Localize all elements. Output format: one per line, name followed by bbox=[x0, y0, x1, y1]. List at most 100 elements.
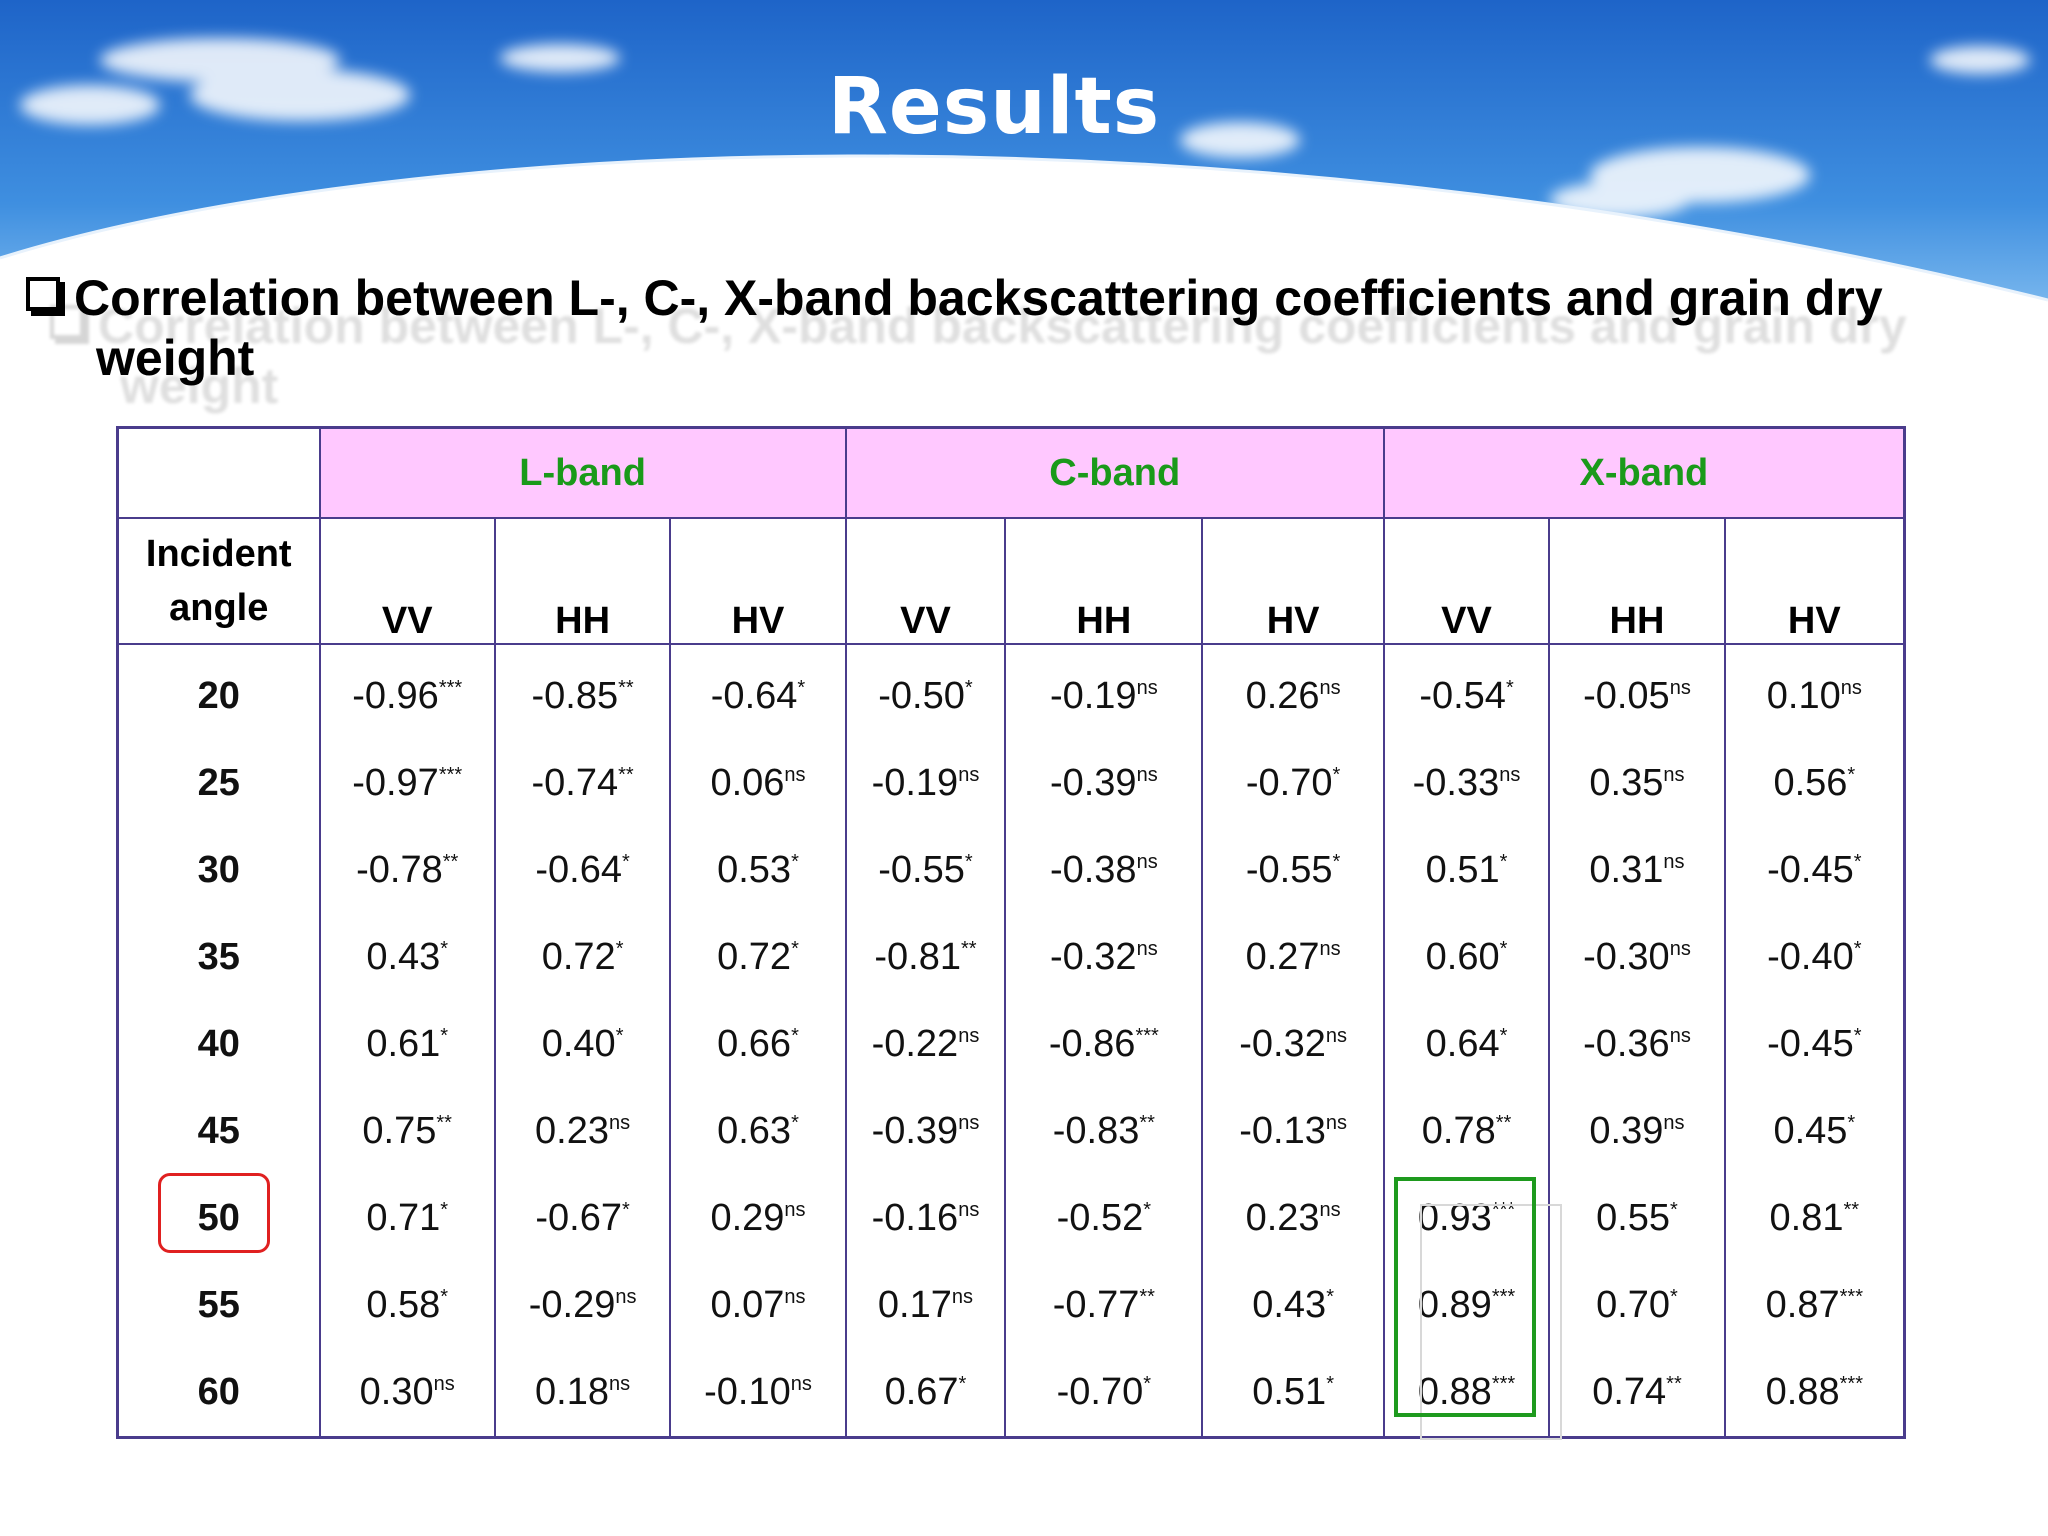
incident-angle-cell: 40 bbox=[116, 1001, 321, 1088]
value-cell-l-vv: 0.58* bbox=[318, 1262, 496, 1349]
correlation-value: 0.26 bbox=[1245, 675, 1320, 717]
significance-marker: * bbox=[1853, 938, 1862, 960]
pol-header-l-hv: HV bbox=[669, 518, 847, 645]
significance-marker: ns bbox=[958, 1025, 980, 1047]
value-cell-l-hh: 0.23ns bbox=[493, 1088, 672, 1175]
significance-marker: * bbox=[1847, 1112, 1856, 1134]
value-cell-c-hh: -0.83** bbox=[1004, 1088, 1204, 1175]
value-cell-c-hv: -0.32ns bbox=[1201, 1001, 1385, 1088]
x-band-vv-highlight-box bbox=[1394, 1177, 1536, 1417]
correlation-value: -0.16 bbox=[871, 1197, 959, 1239]
correlation-value: -0.55 bbox=[1245, 849, 1333, 891]
correlation-value: -0.96 bbox=[352, 675, 439, 717]
value-cell-x-hh: 0.70* bbox=[1548, 1262, 1726, 1349]
value-cell-c-vv: 0.17ns bbox=[844, 1262, 1007, 1349]
correlation-value: -0.10 bbox=[704, 1371, 791, 1413]
value-cell-l-hh: -0.29ns bbox=[493, 1262, 672, 1349]
value-cell-c-vv: -0.55* bbox=[844, 827, 1007, 914]
significance-marker: ns bbox=[784, 1199, 806, 1221]
value-cell-c-vv: -0.39ns bbox=[844, 1088, 1007, 1175]
value-cell-l-hh: -0.67* bbox=[493, 1175, 672, 1262]
value-cell-x-hv: 0.88*** bbox=[1723, 1349, 1906, 1438]
significance-marker: ns bbox=[1663, 851, 1685, 873]
pol-header-c-hv: HV bbox=[1201, 518, 1385, 645]
value-cell-x-hv: 0.87*** bbox=[1723, 1262, 1906, 1349]
correlation-value: 0.58 bbox=[366, 1284, 441, 1326]
correlation-value: 0.43 bbox=[1252, 1284, 1327, 1326]
correlation-value: 0.10 bbox=[1766, 675, 1841, 717]
correlation-value: -0.38 bbox=[1049, 849, 1137, 891]
correlation-value: 0.67 bbox=[884, 1371, 959, 1413]
value-cell-c-hv: 0.43* bbox=[1201, 1262, 1385, 1349]
correlation-value: -0.78 bbox=[356, 849, 443, 891]
table-row: 25 -0.97*** -0.74** 0.06ns -0.19ns -0.39ns -0.… bbox=[116, 740, 1906, 827]
ghost-highlight-box bbox=[1420, 1204, 1562, 1440]
significance-marker: *** bbox=[438, 764, 463, 786]
correlation-value: -0.13 bbox=[1239, 1110, 1326, 1152]
correlation-value: -0.40 bbox=[1767, 936, 1854, 978]
significance-marker: * bbox=[1505, 677, 1514, 699]
correlation-value: -0.83 bbox=[1052, 1110, 1140, 1152]
heading-reflection-line2: weight bbox=[120, 358, 279, 414]
value-cell-x-hh: 0.55* bbox=[1548, 1175, 1726, 1262]
significance-marker: * bbox=[1853, 851, 1862, 873]
value-cell-c-hv: -0.55* bbox=[1201, 827, 1385, 914]
value-cell-x-hv: -0.45* bbox=[1723, 1001, 1906, 1088]
significance-marker: * bbox=[958, 1373, 967, 1395]
value-cell-l-hh: 0.18ns bbox=[493, 1349, 672, 1438]
table-row: 55 0.58* -0.29ns 0.07ns 0.17ns -0.77** 0.43* 0.… bbox=[116, 1262, 1906, 1349]
significance-marker: * bbox=[615, 1025, 624, 1047]
correlation-value: 0.81 bbox=[1769, 1197, 1844, 1239]
table-row: 40 0.61* 0.40* 0.66* -0.22ns -0.86*** -0.32ns 0… bbox=[116, 1001, 1906, 1088]
value-cell-l-hh: -0.64* bbox=[493, 827, 672, 914]
table-body: 20 -0.96*** -0.85** -0.64* -0.50* -0.19ns 0.26… bbox=[116, 644, 1906, 1438]
significance-marker: * bbox=[797, 677, 806, 699]
correlation-value: 0.30 bbox=[359, 1371, 434, 1413]
correlation-value: -0.22 bbox=[871, 1023, 959, 1065]
significance-marker: ns bbox=[609, 1112, 631, 1134]
polarization-header-row: Incident angle VV HH HV VV HH HV VV HH H… bbox=[116, 518, 1906, 645]
value-cell-x-vv: 0.51* bbox=[1382, 827, 1551, 914]
incident-angle-cell: 35 bbox=[116, 914, 321, 1001]
value-cell-l-hv: 0.66* bbox=[669, 1001, 847, 1088]
value-cell-l-vv: 0.43* bbox=[318, 914, 496, 1001]
value-cell-x-vv: 0.64* bbox=[1382, 1001, 1551, 1088]
significance-marker: ns bbox=[1840, 677, 1862, 699]
correlation-value: -0.05 bbox=[1583, 675, 1670, 717]
incident-angle-cell: 60 bbox=[116, 1349, 321, 1438]
correlation-value: 0.72 bbox=[541, 936, 616, 978]
significance-marker: ns bbox=[433, 1373, 455, 1395]
value-cell-c-vv: -0.81** bbox=[844, 914, 1007, 1001]
significance-marker: ns bbox=[790, 1373, 812, 1395]
value-cell-x-hv: -0.40* bbox=[1723, 914, 1906, 1001]
pol-header-c-hh: HH bbox=[1004, 518, 1204, 645]
significance-marker: ns bbox=[958, 1112, 980, 1134]
value-cell-c-hh: -0.77** bbox=[1004, 1262, 1204, 1349]
significance-marker: * bbox=[791, 938, 799, 960]
value-cell-c-hv: 0.26ns bbox=[1201, 644, 1385, 740]
significance-marker: ** bbox=[442, 851, 459, 873]
value-cell-x-vv: -0.33ns bbox=[1382, 740, 1551, 827]
significance-marker: ns bbox=[1663, 764, 1685, 786]
section-heading: Correlation between L-, C-, X-band backs… bbox=[26, 268, 2026, 388]
significance-marker: *** bbox=[1839, 1286, 1863, 1308]
correlation-value: 0.51 bbox=[1425, 849, 1500, 891]
significance-marker: *** bbox=[1839, 1373, 1863, 1395]
correlation-value: 0.75 bbox=[362, 1110, 437, 1152]
correlation-value: 0.71 bbox=[366, 1197, 441, 1239]
value-cell-x-hh: 0.74** bbox=[1548, 1349, 1726, 1438]
value-cell-c-vv: -0.50* bbox=[844, 644, 1007, 740]
correlation-value: -0.64 bbox=[710, 675, 798, 717]
significance-marker: * bbox=[964, 677, 973, 699]
value-cell-x-hh: 0.31ns bbox=[1548, 827, 1726, 914]
value-cell-x-vv: 0.78** bbox=[1382, 1088, 1551, 1175]
significance-marker: ns bbox=[1136, 938, 1158, 960]
significance-marker: * bbox=[1332, 851, 1341, 873]
value-cell-l-vv: 0.61* bbox=[318, 1001, 496, 1088]
significance-marker: ns bbox=[784, 764, 806, 786]
heading-line2: weight bbox=[96, 330, 255, 386]
correlation-value: 0.55 bbox=[1596, 1197, 1671, 1239]
significance-marker: ns bbox=[958, 764, 980, 786]
table-row: 60 0.30ns 0.18ns -0.10ns 0.67* -0.70* 0.51* 0.8… bbox=[116, 1349, 1906, 1438]
slide-title: Results bbox=[827, 62, 1161, 152]
